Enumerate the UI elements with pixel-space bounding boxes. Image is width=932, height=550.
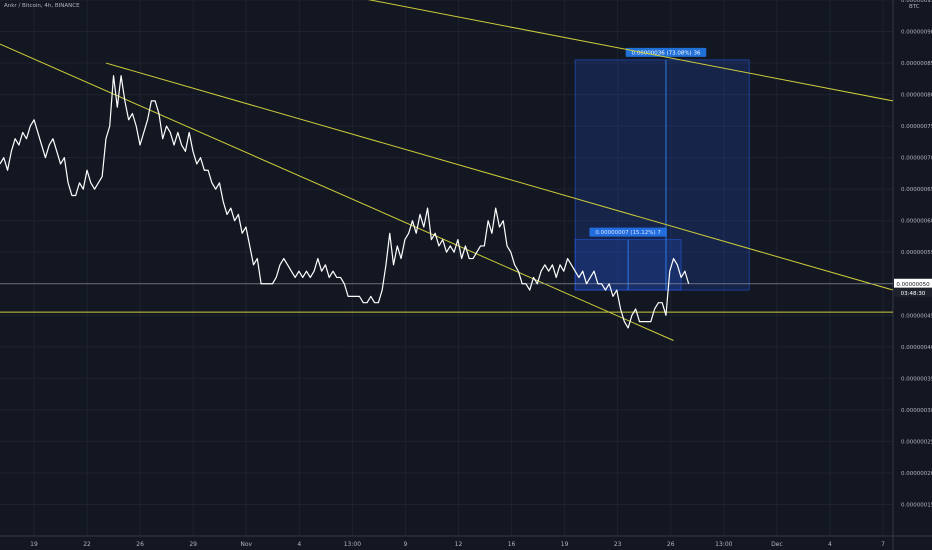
y-tick-label: 0.00000055 [901,250,932,256]
y-tick-label: 0.00000095 [901,0,932,4]
symbol-label: Ankr / Bitcoin, 4h, BINANCE [4,3,80,9]
x-tick-label: 29 [189,541,197,548]
y-tick-label: 0.00000090 [901,30,932,36]
currency-label: BTC [909,4,920,10]
x-tick-label: 26 [667,541,675,548]
y-tick-label: 0.00000025 [901,439,932,445]
y-tick-label: 0.00000080 [901,93,932,99]
x-tick-label: 13:00 [344,541,361,548]
y-tick-label: 0.00000035 [901,376,932,382]
x-tick-label: 9 [404,541,408,548]
x-tick-label: 4 [297,541,301,548]
y-tick-label: 0.00000030 [901,408,932,414]
x-tick-label: 19 [30,541,38,548]
x-tick-label: 4 [828,541,832,548]
y-tick-label: 0.00000075 [901,124,932,130]
x-tick-label: Dec [771,541,783,548]
trend-line [367,0,894,102]
countdown-badge [894,287,932,297]
x-tick-label: 7 [881,541,885,548]
y-tick-label: 0.00000065 [901,187,932,193]
x-tick-label: 23 [614,541,622,548]
projection-label-bg [589,227,667,237]
y-tick-label: 0.00000020 [901,471,932,477]
x-tick-label: Nov [240,541,252,548]
trend-line [105,62,894,291]
projection-box [574,59,750,291]
x-tick-label: 12 [455,541,463,548]
countdown-label: 03:48:30 [901,291,926,297]
y-tick-label: 0.00000060 [901,219,932,225]
x-tick-label: 26 [136,541,144,548]
projection-label-bg [625,47,707,57]
x-tick-label: 19 [561,541,569,548]
y-tick-label: 0.00000015 [901,502,932,508]
y-tick-label: 0.00000045 [901,313,932,319]
current-price-badge [894,278,932,288]
current-price-label: 0.00000050 [896,282,930,288]
y-tick-label: 0.00000085 [901,61,932,67]
x-tick-label: 16 [508,541,516,548]
projection-label: 0.00000007 (15.12%) 7 [595,230,661,236]
x-tick-label: 22 [83,541,91,548]
x-tick-label: 13:00 [715,541,732,548]
price-series-line [0,75,690,329]
y-tick-label: 0.00000070 [901,156,932,162]
y-tick-label: 0.00000040 [901,345,932,351]
projection-label: 0.00000036 (73.08%) 36 [631,50,701,56]
